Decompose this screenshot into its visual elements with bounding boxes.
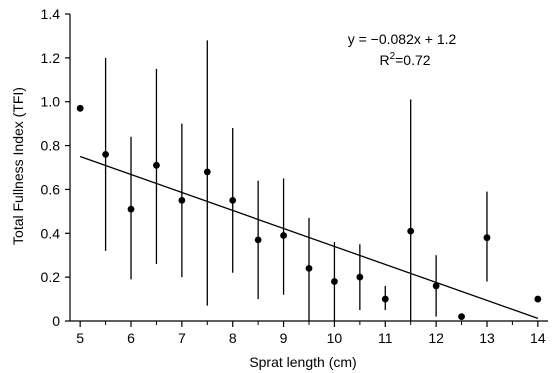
data-point (178, 196, 186, 204)
data-point (534, 295, 542, 303)
r-squared: R2=0.72 (379, 51, 430, 68)
data-point (127, 205, 135, 213)
y-ticks: 0 0.2 0.4 0.6 0.8 1.0 1.2 1.4 (41, 6, 70, 329)
y-tick-label: 1.0 (41, 94, 61, 110)
y-tick-label: 0.4 (41, 225, 61, 241)
y-tick-label: 0.6 (41, 181, 61, 197)
y-tick-label: 0.8 (41, 138, 61, 154)
trend-equation: y = −0.082x + 1.2 (348, 31, 457, 47)
data-point (432, 282, 440, 290)
data-point (203, 168, 211, 176)
data-point (229, 196, 237, 204)
data-point (483, 234, 491, 242)
x-tick-label: 5 (76, 330, 84, 346)
y-tick-label: 0 (52, 313, 60, 329)
y-tick-label: 0.2 (41, 269, 61, 285)
trend-line (79, 155, 539, 319)
x-tick-label: 11 (378, 330, 393, 346)
data-point (407, 227, 415, 235)
data-point (254, 236, 262, 244)
data-point (305, 264, 313, 272)
x-tick-label: 13 (479, 330, 495, 346)
x-tick-label: 6 (127, 330, 135, 346)
x-tick-label: 12 (428, 330, 444, 346)
y-tick-label: 1.4 (41, 6, 61, 22)
x-tick-label: 14 (530, 330, 546, 346)
data-point (153, 161, 160, 169)
error-bars (104, 40, 488, 321)
x-ticks: 5 6 7 8 9 10 11 12 13 14 (76, 321, 546, 346)
x-axis-title: Sprat length (cm) (249, 354, 356, 370)
data-point (381, 295, 389, 303)
data-point (356, 273, 364, 281)
x-tick-label: 9 (280, 330, 288, 346)
data-point (102, 150, 109, 158)
x-tick-label: 10 (327, 330, 343, 346)
data-points (76, 104, 542, 321)
trendline-group (79, 155, 539, 319)
data-point (280, 232, 287, 239)
data-point (458, 313, 465, 321)
y-tick-label: 1.2 (41, 50, 61, 66)
x-tick-label: 8 (229, 330, 237, 346)
data-point (331, 278, 338, 285)
data-point (76, 104, 84, 112)
y-axis-title: Total Fullness Index (TFI) (10, 87, 26, 245)
x-tick-label: 7 (178, 330, 186, 346)
